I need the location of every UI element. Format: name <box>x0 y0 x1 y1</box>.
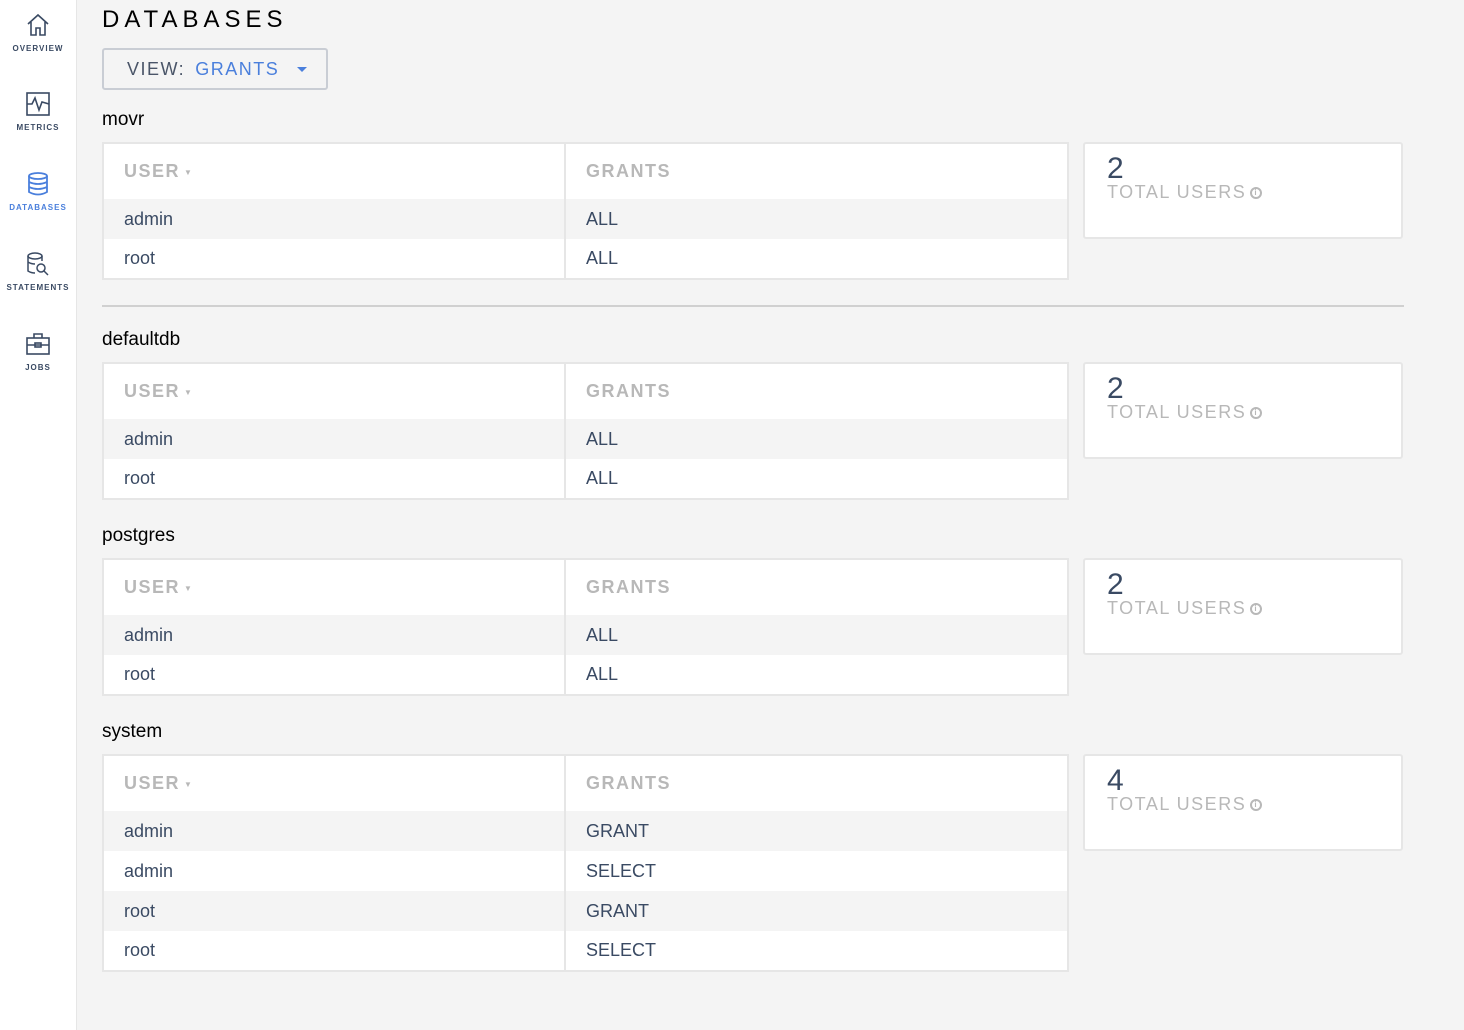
sort-caret-icon: ▼ <box>184 583 194 593</box>
metrics-icon <box>26 92 50 116</box>
grant-cell: ALL <box>564 655 1068 695</box>
sort-caret-icon: ▼ <box>184 779 194 789</box>
grant-cell: GRANT <box>564 811 1068 851</box>
sidebar-item-overview[interactable]: OVERVIEW <box>0 12 76 53</box>
database-name: system <box>102 721 163 742</box>
sidebar-item-jobs[interactable]: JOBS <box>0 331 76 372</box>
user-cell: root <box>103 891 565 931</box>
grant-cell: SELECT <box>564 931 1068 971</box>
table-row: root ALL <box>103 459 1068 499</box>
table-row: admin ALL <box>103 419 1068 459</box>
database-name: movr <box>102 109 145 130</box>
home-icon <box>27 13 49 36</box>
user-column-header[interactable]: USER ▼ <box>103 363 565 419</box>
sort-caret-icon: ▼ <box>184 167 194 177</box>
sidebar-item-label: DATABASES <box>9 203 67 212</box>
user-cell: admin <box>103 615 565 655</box>
database-section: USER ▼ GRANTS admin ALL root ALL 2 TOTAL … <box>102 362 1404 500</box>
total-users-card: 2 TOTAL USERS i <box>1083 142 1403 239</box>
total-users-card: 2 TOTAL USERS i <box>1083 362 1403 459</box>
sidebar-item-databases[interactable]: DATABASES <box>0 171 76 212</box>
statements-icon <box>27 252 49 276</box>
grant-cell: ALL <box>564 459 1068 499</box>
database-section: USER ▼ GRANTS admin GRANT admin SELECT ro… <box>102 754 1404 972</box>
total-users-count: 2 <box>1107 152 1124 185</box>
grant-cell: ALL <box>564 419 1068 459</box>
info-icon[interactable]: i <box>1250 603 1263 616</box>
total-users-label: TOTAL USERS <box>1107 182 1247 202</box>
column-label: USER <box>124 381 181 401</box>
grant-cell: SELECT <box>564 851 1068 891</box>
table-row: root GRANT <box>103 891 1068 931</box>
sidebar-item-label: METRICS <box>16 123 60 132</box>
grant-cell: GRANT <box>564 891 1068 931</box>
database-name: postgres <box>102 525 175 546</box>
page-title: DATABASES <box>102 6 288 33</box>
briefcase-icon <box>26 333 50 355</box>
sidebar: OVERVIEW METRICS DATABASES STATEMENTS JO… <box>0 0 77 1030</box>
user-cell: root <box>124 940 156 960</box>
grants-column-header: GRANTS <box>564 755 1068 811</box>
total-users-card: 2 TOTAL USERS i <box>1083 558 1403 655</box>
grant-cell: ALL <box>564 239 1068 279</box>
grants-table: USER ▼ GRANTS admin ALL root ALL <box>102 142 1069 280</box>
main-content: DATABASES VIEW: GRANTS movr USER ▼ GRANTS… <box>102 0 1404 972</box>
sidebar-item-label: STATEMENTS <box>6 283 70 292</box>
total-users-card: 4 TOTAL USERS i <box>1083 754 1403 851</box>
sidebar-item-metrics[interactable]: METRICS <box>0 91 76 132</box>
table-row: admin ALL <box>103 199 1068 239</box>
grant-cell: ALL <box>564 199 1068 239</box>
grants-column-header: GRANTS <box>564 559 1068 615</box>
user-cell: root <box>124 248 156 268</box>
table-row: root SELECT <box>103 931 1068 971</box>
column-label: USER <box>124 161 181 181</box>
database-section: USER ▼ GRANTS admin ALL root ALL 2 TOTAL … <box>102 558 1404 696</box>
user-column-header[interactable]: USER ▼ <box>103 755 565 811</box>
sidebar-item-statements[interactable]: STATEMENTS <box>0 251 76 292</box>
total-users-label: TOTAL USERS <box>1107 402 1247 422</box>
user-cell: admin <box>103 419 565 459</box>
info-icon[interactable]: i <box>1250 187 1263 200</box>
view-dropdown[interactable]: VIEW: GRANTS <box>102 48 328 90</box>
grants-table: USER ▼ GRANTS admin GRANT admin SELECT ro… <box>102 754 1069 972</box>
divider <box>102 305 1404 307</box>
table-row: admin GRANT <box>103 811 1068 851</box>
sort-caret-icon: ▼ <box>184 387 194 397</box>
grant-cell: ALL <box>564 615 1068 655</box>
user-cell: root <box>124 664 156 684</box>
caret-down-icon <box>297 66 308 72</box>
table-row: admin ALL <box>103 615 1068 655</box>
database-icon <box>28 172 48 196</box>
table-row: root ALL <box>103 239 1068 279</box>
total-users-count: 2 <box>1107 372 1124 405</box>
total-users-count: 2 <box>1107 568 1124 601</box>
info-icon[interactable]: i <box>1250 407 1263 420</box>
total-users-count: 4 <box>1107 764 1124 797</box>
total-users-label: TOTAL USERS <box>1107 794 1247 814</box>
database-name: defaultdb <box>102 329 181 350</box>
user-column-header[interactable]: USER ▼ <box>103 559 565 615</box>
column-label: USER <box>124 577 181 597</box>
table-row: root ALL <box>103 655 1068 695</box>
user-cell: admin <box>124 860 174 881</box>
database-section: USER ▼ GRANTS admin ALL root ALL 2 TOTAL … <box>102 142 1404 280</box>
user-cell: admin <box>103 811 565 851</box>
total-users-label: TOTAL USERS <box>1107 598 1247 618</box>
view-value: GRANTS <box>195 58 280 79</box>
view-label: VIEW: <box>127 58 186 79</box>
grants-table: USER ▼ GRANTS admin ALL root ALL <box>102 558 1069 696</box>
user-column-header[interactable]: USER ▼ <box>103 143 565 199</box>
table-row: admin SELECT <box>103 851 1068 891</box>
user-cell: root <box>124 468 156 488</box>
column-label: USER <box>124 773 181 793</box>
sidebar-item-label: JOBS <box>25 363 51 372</box>
user-cell: admin <box>103 199 565 239</box>
grants-column-header: GRANTS <box>564 363 1068 419</box>
grants-table: USER ▼ GRANTS admin ALL root ALL <box>102 362 1069 500</box>
info-icon[interactable]: i <box>1250 799 1263 812</box>
sidebar-item-label: OVERVIEW <box>12 44 64 53</box>
grants-column-header: GRANTS <box>564 143 1068 199</box>
